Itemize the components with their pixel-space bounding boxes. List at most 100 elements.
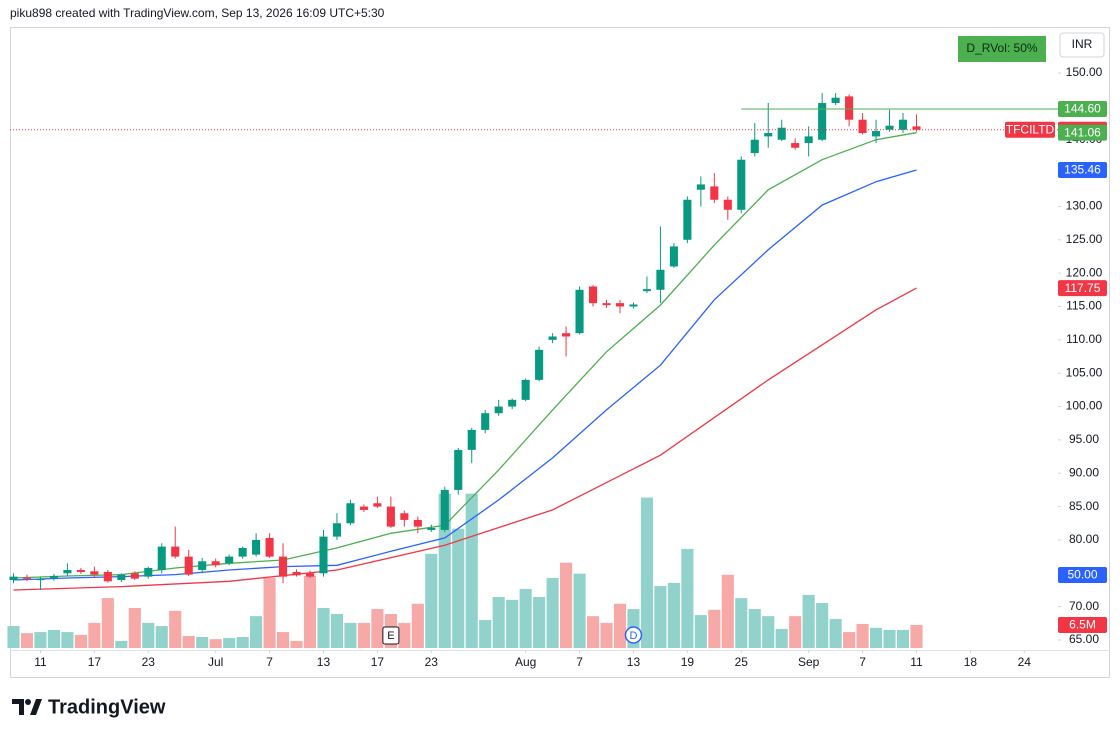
currency-box[interactable]	[1059, 32, 1105, 58]
x-tick-label: 25	[735, 655, 749, 669]
candle-body	[710, 186, 719, 200]
price-tag	[1058, 162, 1107, 179]
volume-bar	[276, 632, 290, 648]
y-tick-label: 130.00	[1066, 199, 1103, 213]
candle-body	[252, 539, 261, 555]
y-tick-label: 120.00	[1066, 265, 1103, 279]
volume-bar	[829, 618, 842, 648]
badge-box	[958, 36, 1046, 62]
candle-body	[521, 379, 530, 400]
volume-bar	[452, 528, 465, 648]
x-tick-label: 17	[88, 655, 102, 669]
moving-average-line	[13, 132, 917, 579]
candle-body	[535, 349, 544, 380]
volume-bar	[573, 573, 586, 648]
volume-bar	[182, 635, 195, 648]
candle-body	[63, 569, 72, 574]
volume-bar	[869, 627, 883, 648]
volume-bar	[236, 637, 249, 648]
x-tick-label: 23	[425, 655, 439, 669]
x-tick-label: 18	[964, 655, 978, 669]
y-tick-label: 80.00	[1069, 532, 1099, 546]
candle-body	[103, 571, 112, 582]
volume-bar	[155, 626, 168, 648]
candle-body	[858, 119, 867, 134]
volume-bar	[519, 588, 532, 648]
candle-body	[49, 575, 58, 578]
candle-body	[588, 286, 598, 304]
candle-body	[413, 519, 422, 527]
candle-body	[400, 513, 409, 520]
indicator-tag-label: 50.00	[1067, 568, 1097, 582]
volume-bar	[721, 574, 734, 648]
candle-body	[171, 546, 180, 557]
volume-bar	[694, 615, 707, 648]
volume-bar	[910, 624, 923, 648]
volume-bar	[115, 640, 128, 648]
volume-bar	[681, 548, 694, 648]
x-tick-label: 7	[576, 655, 583, 669]
candle-body	[615, 303, 625, 307]
candle-body	[764, 133, 773, 137]
candle-body	[548, 336, 557, 340]
price-tag-label: 141.06	[1064, 125, 1101, 139]
volume-bar	[775, 628, 788, 648]
event-label: E	[387, 630, 394, 642]
moving-average-line	[13, 287, 917, 591]
candle-body	[265, 537, 274, 557]
volume-bar	[533, 597, 546, 648]
volume-bar	[250, 616, 263, 648]
price-tag-label: 144.60	[1064, 102, 1101, 116]
volume-bar	[7, 626, 20, 648]
event-marker	[624, 626, 643, 644]
volume-bar	[654, 586, 667, 648]
y-tick-label: 90.00	[1069, 465, 1099, 479]
candle-body	[467, 429, 476, 450]
price-tag	[1058, 124, 1107, 141]
candle-body	[198, 561, 207, 570]
x-tick-label: Sep	[798, 655, 820, 669]
volume-bar	[61, 632, 74, 648]
currency[interactable]: INR	[1072, 37, 1093, 51]
candle-body	[737, 159, 746, 210]
candle-body	[427, 527, 436, 530]
brand-logo	[12, 699, 42, 715]
volume-bar	[883, 629, 896, 648]
candle-body	[144, 567, 153, 577]
y-tick-label: 150.00	[1066, 65, 1103, 79]
volume-bar	[816, 603, 829, 648]
volume-bar	[492, 597, 505, 648]
candle-body	[22, 577, 32, 579]
volume-bar	[667, 582, 680, 648]
x-tick-label: 11	[910, 655, 923, 669]
candle-body	[117, 574, 126, 580]
volume-bar	[330, 614, 344, 648]
candle-body	[76, 569, 85, 572]
candle-body	[818, 103, 827, 140]
candle-body	[494, 406, 503, 414]
x-tick-label: Aug	[515, 655, 536, 669]
x-tick-label: 17	[371, 655, 385, 669]
volume-bar	[546, 577, 559, 648]
volume-bar	[843, 632, 856, 648]
volume-bar	[735, 598, 748, 648]
volume-bar	[47, 629, 61, 648]
candle-body	[238, 547, 247, 557]
candle-body	[454, 449, 463, 490]
brand-name: TradingView	[48, 696, 166, 718]
candle-body	[750, 139, 759, 154]
volume-bar	[613, 603, 627, 648]
candle-body	[184, 556, 193, 575]
volume-bar	[344, 622, 357, 648]
volume-bar	[128, 608, 141, 648]
volume-bar	[762, 616, 775, 648]
x-tick-label: 23	[142, 655, 156, 669]
volume-bar	[856, 623, 869, 648]
volume-bar	[88, 622, 101, 648]
badge: D_RVol: 50%	[966, 41, 1037, 55]
x-tick-label: 13	[627, 655, 641, 669]
candle-body	[279, 556, 288, 577]
volume-bar	[142, 622, 155, 648]
volume-bar	[74, 634, 87, 648]
